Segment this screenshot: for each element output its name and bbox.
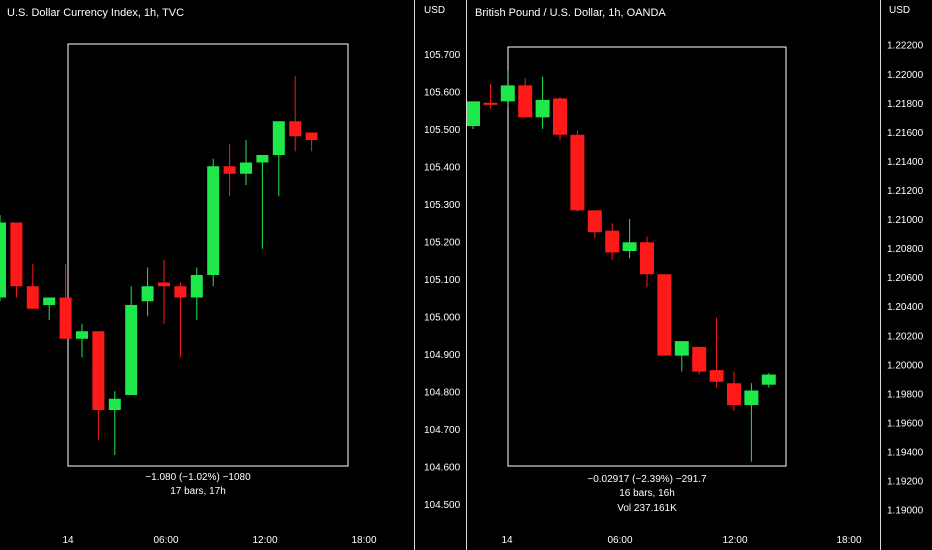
y-tick-label: 105.300 [424,200,461,211]
candle-body [76,331,88,339]
x-tick-label: 12:00 [722,535,747,546]
candle-body [141,286,154,302]
y-tick-label: 1.20400 [887,302,924,313]
y-tick-label: 1.21800 [887,99,924,110]
measure-range-box [507,46,787,467]
y-tick-label: 1.19200 [887,477,924,488]
measure-annotation: 17 bars, 17h [170,486,226,497]
price-axis-divider [880,0,881,550]
y-tick-label: 104.600 [424,462,461,473]
candle-body [761,374,776,385]
candle-body [240,162,252,174]
candle-body [727,383,741,406]
candle-body [289,121,302,137]
candle-body [553,98,567,135]
candle-body [125,305,138,395]
y-tick-label: 1.21600 [887,128,924,139]
y-tick-label: 104.700 [424,425,461,436]
measure-annotation: −0.02917 (−2.39%) −291.7 [587,474,707,485]
y-axis-unit: USD [424,5,446,16]
candle-body [744,390,759,406]
candle-body [640,242,654,275]
gbpusd-chart[interactable]: 1.22200 1.22000 1.21800 1.21600 1.21400 1.212… [467,0,932,550]
candle-body [10,222,23,287]
y-tick-label: 1.19400 [887,448,924,459]
y-tick-label: 1.21000 [887,215,924,226]
y-tick-label: 105.400 [424,162,461,173]
y-tick-label: 1.20200 [887,331,924,342]
y-tick-label: 105.700 [424,50,461,61]
candle-body [500,85,515,102]
usd-index-chart[interactable]: 105.700 105.600 105.500 105.400 105.300 105.2… [0,0,466,550]
candle-body [622,242,637,252]
y-tick-label: 104.800 [424,387,461,398]
candle-body [43,297,56,305]
candle-body [174,286,187,298]
x-tick-label: 18:00 [351,535,376,546]
candle-body [0,222,6,298]
candle-body [223,166,236,174]
y-tick-label: 1.20800 [887,244,924,255]
x-tick-label: 14 [501,535,513,546]
x-tick-label: 18:00 [836,535,861,546]
measure-annotation: Vol 237.161K [617,503,677,514]
y-tick-label: 105.100 [424,275,461,286]
candle-body [108,398,121,410]
candle-body [692,346,707,372]
candle-body [272,121,285,155]
y-tick-label: 104.500 [424,500,461,511]
price-axis-divider [414,0,415,550]
panel-divider [466,0,467,550]
y-tick-label: 1.20600 [887,273,924,284]
chart-title: U.S. Dollar Currency Index, 1h, TVC [7,7,185,19]
y-tick-label: 105.500 [424,125,461,136]
measure-annotation: 16 bars, 16h [619,488,675,499]
candle-body [158,282,170,287]
y-tick-label: 105.600 [424,87,461,98]
usd-index-panel: U.S. Dollar Currency Index, 1h, TVC USD … [0,0,466,550]
candle-body [570,134,585,211]
gbpusd-panel: British Pound / U.S. Dollar, 1h, OANDA U… [467,0,932,550]
y-tick-label: 1.19000 [887,506,924,517]
candle-body [535,99,550,118]
candle-body [674,341,689,356]
candle-body [26,286,39,309]
candle-body [305,132,318,140]
candle-body [467,101,480,127]
y-tick-label: 1.20000 [887,360,924,371]
candle-body [59,297,72,339]
candle-body [605,230,620,253]
y-tick-label: 1.22200 [887,41,924,52]
candle-body [483,102,498,105]
candle-body [207,166,220,275]
y-tick-label: 1.19600 [887,418,924,429]
y-axis-unit: USD [889,5,911,16]
candle-body [657,274,672,356]
candle-body [190,275,203,298]
measure-annotation: −1.080 (−1.02%) −1080 [145,472,251,483]
x-tick-label: 06:00 [607,535,632,546]
x-tick-label: 14 [62,535,74,546]
chart-title: British Pound / U.S. Dollar, 1h, OANDA [475,7,666,19]
y-tick-label: 105.000 [424,312,461,323]
y-tick-label: 1.19800 [887,389,924,400]
y-tick-label: 105.200 [424,237,461,248]
measure-range-box [67,43,349,467]
candle-body [92,331,105,410]
y-tick-label: 104.900 [424,350,461,361]
candle-body [709,370,724,382]
candle-body [518,85,533,118]
candle-body [587,210,602,233]
y-tick-label: 1.21400 [887,157,924,168]
x-tick-label: 12:00 [252,535,277,546]
y-tick-label: 1.22000 [887,70,924,81]
candle-body [256,155,269,163]
y-tick-label: 1.21200 [887,186,924,197]
x-tick-label: 06:00 [153,535,178,546]
